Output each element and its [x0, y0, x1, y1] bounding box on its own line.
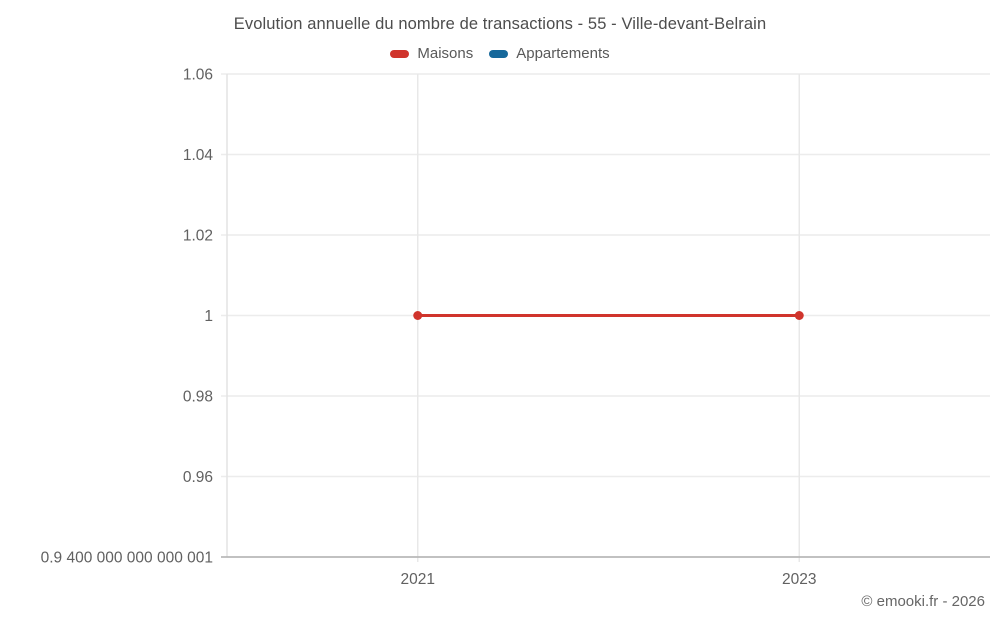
x-tick-label: 2021 — [401, 571, 435, 588]
legend-item-maisons[interactable]: Maisons — [390, 45, 473, 62]
data-point[interactable] — [794, 311, 804, 320]
y-tick-label: 0.98 — [183, 389, 213, 406]
y-tick-label: 1.06 — [183, 67, 213, 84]
legend-label: Maisons — [417, 45, 474, 62]
chart-legend: Maisons Appartements — [0, 45, 1000, 62]
x-tick-label: 2023 — [782, 571, 816, 588]
data-point[interactable] — [413, 311, 423, 320]
legend-swatch-icon — [489, 49, 509, 58]
y-tick-label: 1.04 — [183, 147, 214, 164]
y-tick-label: 1 — [204, 308, 213, 325]
copyright-label: © emooki.fr - 2026 — [861, 593, 985, 610]
legend-swatch-icon — [390, 49, 410, 58]
y-tick-label: 0.9 400 000 000 000 001 — [41, 550, 213, 567]
chart-title: Evolution annuelle du nombre de transact… — [233, 15, 767, 33]
y-tick-label: 1.02 — [183, 228, 213, 245]
legend-label: Appartements — [516, 45, 610, 62]
y-tick-label: 0.96 — [183, 469, 213, 486]
legend-item-appartements[interactable]: Appartements — [489, 45, 610, 62]
